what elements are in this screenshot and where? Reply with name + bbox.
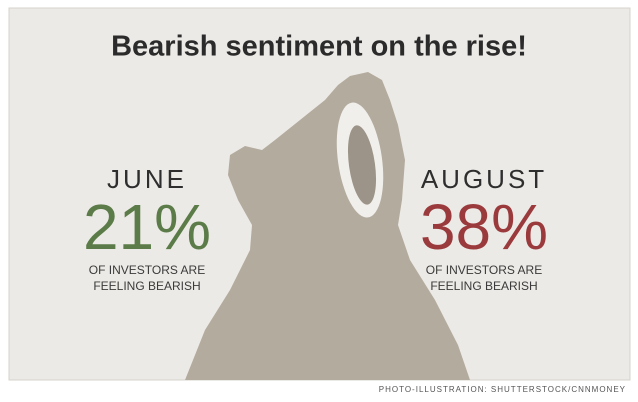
panel-caption: FEELING BEARISH — [430, 279, 537, 293]
panel-caption: OF INVESTORS ARE — [426, 263, 542, 277]
panel-label: JUNE — [107, 164, 187, 194]
panel-value: 38% — [420, 191, 548, 263]
bear-silhouette — [185, 72, 470, 380]
panel-caption: OF INVESTORS ARE — [89, 263, 205, 277]
panel-caption: FEELING BEARISH — [93, 279, 200, 293]
title: Bearish sentiment on the rise! — [111, 31, 527, 63]
credit: PHOTO-ILLUSTRATION: SHUTTERSTOCK/CNNMONE… — [379, 385, 626, 394]
bear-mouth-inner — [347, 125, 377, 205]
panel-value: 21% — [83, 191, 211, 263]
panel-label: AUGUST — [421, 164, 547, 194]
bear-body — [185, 72, 470, 380]
